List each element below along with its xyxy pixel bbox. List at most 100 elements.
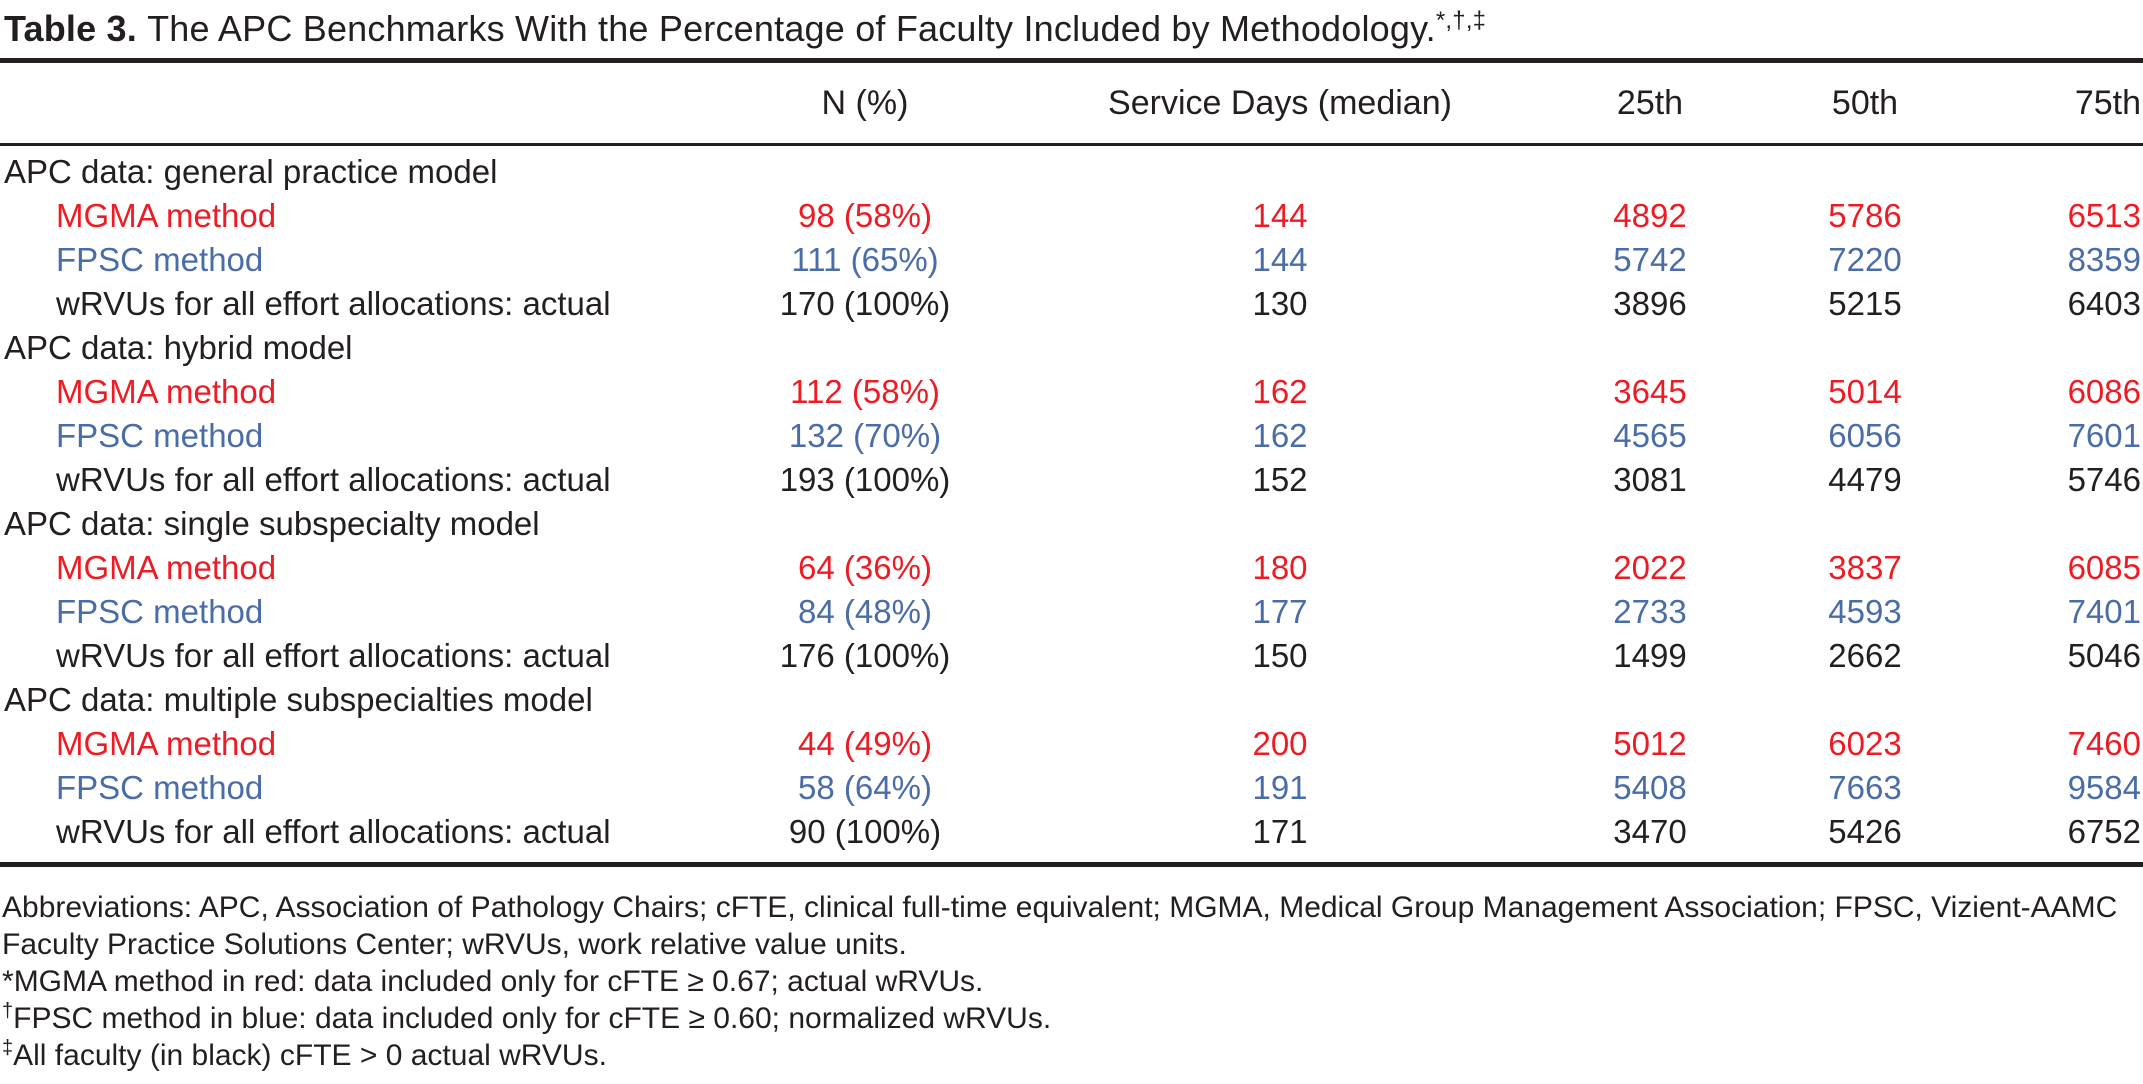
cell-50th: 7220 [1828,241,1902,278]
group-label: APC data: hybrid model [4,329,353,366]
table-title: Table 3. The APC Benchmarks With the Perc… [0,0,2143,58]
table-number: Table 3. [4,8,137,49]
cell-75th: 6403 [2067,285,2141,322]
cell-service-days: 130 [1252,285,1308,322]
cell-25th: 3081 [1613,461,1687,498]
cell-50th: 4593 [1828,593,1902,630]
cell-n-pct: 112 (58%) [790,373,940,410]
data-row: MGMA method 44 (49%) 200 5012 6023 7460 [0,722,2143,766]
cell-service-days: 177 [1252,593,1308,630]
column-header-row: N (%) Service Days (median) 25th 50th 75… [0,63,2143,143]
cell-75th: 9584 [2067,769,2141,806]
cell-25th: 5408 [1613,769,1687,806]
cell-n-pct: 58 (64%) [798,769,932,806]
cell-75th: 7401 [2067,593,2141,630]
table-caption-superscript: *,†,‡ [1435,7,1487,34]
cell-25th: 4892 [1613,197,1687,234]
group-header-row: APC data: hybrid model [0,326,2143,370]
row-label: wRVUs for all effort allocations: actual [56,285,611,322]
double-dagger-marker: ‡ [2,1037,14,1059]
row-label: wRVUs for all effort allocations: actual [56,637,611,674]
cell-n-pct: 193 (100%) [779,461,951,498]
cell-n-pct: 64 (36%) [798,549,932,586]
data-row: FPSC method 111 (65%) 144 5742 7220 8359 [0,238,2143,282]
data-row: FPSC method 84 (48%) 177 2733 4593 7401 [0,590,2143,634]
cell-n-pct: 170 (100%) [779,285,951,322]
cell-50th: 4479 [1828,461,1902,498]
col-header-75th: 75th [2074,83,2141,122]
cell-n-pct: 84 (48%) [798,593,932,630]
cell-25th: 3896 [1613,285,1687,322]
cell-50th: 5215 [1828,285,1902,322]
cell-75th: 6086 [2067,373,2141,410]
row-label: wRVUs for all effort allocations: actual [56,461,611,498]
asterisk-marker: * [2,965,14,998]
cell-50th: 6023 [1828,725,1902,762]
group-label: APC data: single subspecialty model [4,505,540,542]
dagger-marker: † [2,1000,14,1022]
data-row: wRVUs for all effort allocations: actual… [0,634,2143,678]
cell-n-pct: 111 (65%) [791,241,939,278]
cell-75th: 8359 [2067,241,2141,278]
data-row: wRVUs for all effort allocations: actual… [0,458,2143,502]
row-label: FPSC method [56,241,264,278]
cell-50th: 5786 [1828,197,1902,234]
top-rule [0,58,2143,63]
cell-25th: 4565 [1613,417,1687,454]
col-header-50th: 50th [1831,83,1899,122]
cell-75th: 7601 [2067,417,2141,454]
cell-25th: 2733 [1613,593,1687,630]
data-row: wRVUs for all effort allocations: actual… [0,810,2143,854]
col-header-service-days: Service Days (median) [1108,83,1452,122]
footnote-all-faculty-text: All faculty (in black) cFTE > 0 actual w… [13,1039,607,1072]
cell-service-days: 200 [1252,725,1308,762]
cell-50th: 7663 [1828,769,1902,806]
cell-service-days: 171 [1252,813,1308,850]
row-label: FPSC method [56,417,264,454]
data-row: MGMA method 98 (58%) 144 4892 5786 6513 [0,194,2143,238]
cell-service-days: 162 [1252,417,1308,454]
cell-50th: 5426 [1828,813,1902,850]
bottom-rule [0,862,2143,867]
table-body: APC data: general practice model MGMA met… [0,146,2143,854]
cell-75th: 5046 [2067,637,2141,674]
group-header-row: APC data: multiple subspecialties model [0,678,2143,722]
footnote-mgma-text: MGMA method in red: data included only f… [13,965,984,998]
cell-service-days: 180 [1252,549,1308,586]
group-label: APC data: multiple subspecialties model [4,681,593,718]
cell-service-days: 144 [1252,241,1308,278]
cell-service-days: 152 [1252,461,1308,498]
data-row: FPSC method 132 (70%) 162 4565 6056 7601 [0,414,2143,458]
data-row: wRVUs for all effort allocations: actual… [0,282,2143,326]
cell-25th: 5012 [1613,725,1687,762]
row-label: MGMA method [56,549,277,586]
cell-25th: 1499 [1613,637,1687,674]
row-label: MGMA method [56,725,277,762]
col-header-25th: 25th [1616,83,1684,122]
cell-75th: 6085 [2067,549,2141,586]
cell-n-pct: 44 (49%) [798,725,932,762]
row-label: wRVUs for all effort allocations: actual [56,813,611,850]
cell-75th: 6752 [2067,813,2141,850]
cell-service-days: 150 [1252,637,1308,674]
cell-n-pct: 176 (100%) [779,637,951,674]
footnote-abbreviations: Abbreviations: APC, Association of Patho… [2,889,2143,963]
cell-25th: 3645 [1613,373,1687,410]
cell-25th: 2022 [1613,549,1687,586]
footnote-abbreviations-text: Abbreviations: APC, Association of Patho… [2,891,2118,961]
cell-25th: 5742 [1613,241,1687,278]
cell-service-days: 144 [1252,197,1308,234]
cell-50th: 5014 [1828,373,1902,410]
col-header-n-pct: N (%) [821,83,909,122]
cell-25th: 3470 [1613,813,1687,850]
data-row: FPSC method 58 (64%) 191 5408 7663 9584 [0,766,2143,810]
cell-n-pct: 90 (100%) [788,813,942,850]
data-row: MGMA method 64 (36%) 180 2022 3837 6085 [0,546,2143,590]
footnote-mgma: *MGMA method in red: data included only … [2,963,2143,1000]
cell-75th: 6513 [2067,197,2141,234]
data-row: MGMA method 112 (58%) 162 3645 5014 6086 [0,370,2143,414]
row-label: FPSC method [56,769,264,806]
cell-75th: 5746 [2067,461,2141,498]
row-label: MGMA method [56,197,277,234]
